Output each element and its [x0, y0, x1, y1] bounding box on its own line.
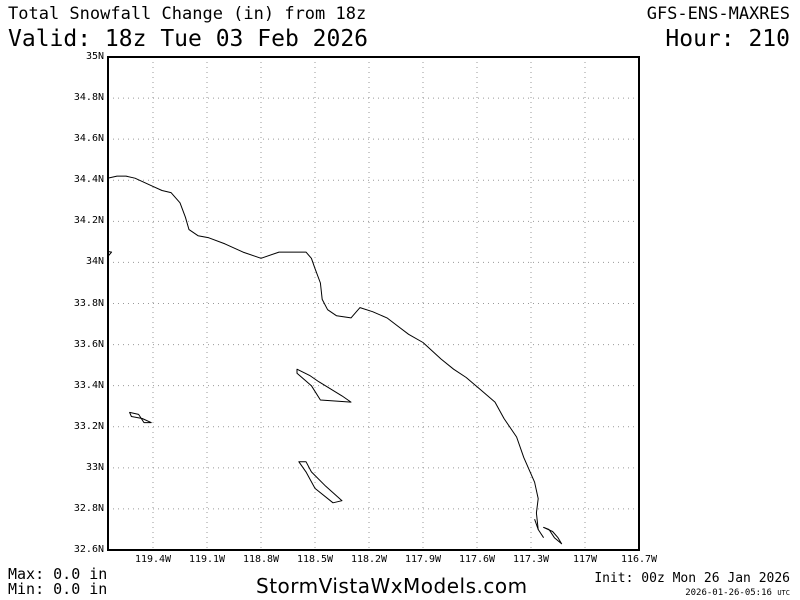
- lon-tick-label: 117.3W: [512, 554, 550, 565]
- lon-tick-label: 117W: [572, 554, 598, 565]
- lat-tick-label: 33.4N: [73, 379, 104, 391]
- min-value: Min: 0.0 in: [8, 580, 108, 598]
- island-outline: [296, 368, 352, 403]
- lon-tick-label: 117.9W: [404, 554, 442, 565]
- timestamp-unit: UTC: [777, 589, 790, 597]
- island-outline: [108, 251, 113, 257]
- lon-tick-label: 118.8W: [242, 554, 280, 565]
- island-outline: [129, 411, 152, 424]
- lat-tick-label: 34N: [85, 256, 104, 268]
- map-title: Total Snowfall Change (in) from 18z: [8, 4, 367, 24]
- point-loma: [534, 519, 545, 538]
- lon-tick-label: 118.2W: [350, 554, 388, 565]
- lat-tick-label: 33N: [85, 461, 104, 473]
- coastline-layer: [108, 175, 563, 545]
- lat-tick-label: 33.6N: [73, 338, 104, 350]
- island-outline: [298, 461, 343, 504]
- timestamp-value: 2026-01-26-05:16: [685, 588, 772, 598]
- lon-tick-label: 116.7W: [620, 554, 658, 565]
- init-time: Init: 00z Mon 26 Jan 2026: [594, 571, 790, 586]
- forecast-hour: Hour: 210: [665, 26, 790, 52]
- lat-tick-label: 33.8N: [73, 297, 104, 309]
- coastline: [108, 175, 539, 530]
- lon-tick-label: 119.1W: [188, 554, 226, 565]
- lat-tick-label: 34.4N: [73, 174, 104, 186]
- valid-time: Valid: 18z Tue 03 Feb 2026: [8, 26, 369, 52]
- lat-tick-label: 34.6N: [73, 133, 104, 145]
- lat-tick-label: 33.2N: [73, 420, 104, 432]
- san-diego-bay: [543, 526, 563, 545]
- website-link[interactable]: StormVistaWxModels.com: [256, 574, 528, 598]
- lon-tick-label: 119.4W: [134, 554, 172, 565]
- max-value: Max: 0.0 in: [8, 565, 108, 583]
- lat-tick-label: 35N: [85, 51, 104, 62]
- model-name: GFS-ENS-MAXRES: [646, 4, 790, 24]
- lat-tick-label: 32.8N: [73, 502, 104, 514]
- lon-tick-label: 118.5W: [296, 554, 334, 565]
- map-gridlines: [108, 57, 639, 550]
- lat-tick-label: 34.8N: [73, 92, 104, 104]
- lat-tick-label: 34.2N: [73, 215, 104, 227]
- lon-tick-label: 117.6W: [458, 554, 496, 565]
- map-frame: [107, 56, 640, 551]
- lat-tick-label: 32.6N: [73, 544, 104, 555]
- generated-timestamp: 2026-01-26-05:16 UTC: [685, 589, 790, 598]
